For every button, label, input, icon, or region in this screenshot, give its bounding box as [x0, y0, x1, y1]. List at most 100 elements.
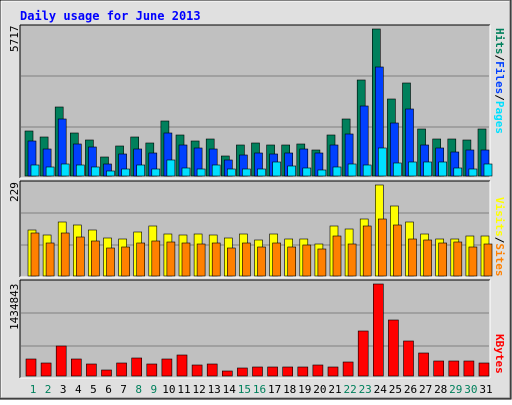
bar-sites-day-30 — [468, 246, 478, 277]
bar-pages-day-9 — [151, 168, 161, 177]
bar-pages-day-12 — [196, 168, 206, 177]
bar-kbytes-day-30 — [463, 360, 475, 377]
bar-kbytes-day-19 — [297, 366, 309, 377]
bar-sites-day-13 — [211, 242, 221, 277]
bar-pages-day-1 — [30, 164, 40, 177]
day-label-19: 19 — [298, 383, 311, 396]
bar-pages-day-25 — [393, 162, 402, 177]
day-label-9: 9 — [150, 383, 157, 396]
day-label-13: 13 — [208, 383, 221, 396]
day-label-31: 31 — [479, 383, 492, 396]
day-label-14: 14 — [223, 383, 237, 396]
bar-kbytes-day-26 — [403, 340, 414, 377]
day-label-15: 15 — [238, 383, 251, 396]
day-label-17: 17 — [268, 383, 281, 396]
bar-pages-day-17 — [272, 161, 281, 177]
bar-kbytes-day-13 — [206, 363, 218, 377]
bar-sites-day-11 — [181, 242, 191, 277]
day-label-12: 12 — [192, 383, 205, 396]
bar-sites-day-15 — [242, 242, 251, 277]
bar-sites-day-14 — [227, 247, 236, 277]
bar-kbytes-day-2 — [40, 362, 52, 377]
bar-kbytes-day-12 — [191, 364, 203, 377]
bar-sites-day-7 — [121, 246, 130, 277]
legend-bottom: KBytes — [493, 334, 506, 374]
day-label-21: 21 — [328, 383, 341, 396]
bar-pages-day-14 — [227, 168, 236, 177]
bar-pages-day-8 — [136, 164, 145, 177]
day-label-27: 27 — [419, 383, 432, 396]
bar-kbytes-day-28 — [433, 360, 445, 377]
bar-pages-day-5 — [91, 166, 100, 177]
legend-top: Hits/Files/Pages — [493, 28, 506, 134]
bar-sites-day-2 — [45, 242, 55, 277]
bar-pages-day-13 — [211, 164, 221, 177]
day-label-26: 26 — [404, 383, 417, 396]
day-label-5: 5 — [90, 383, 97, 396]
bar-sites-day-28 — [438, 242, 448, 277]
day-label-6: 6 — [105, 383, 112, 396]
day-label-24: 24 — [374, 383, 388, 396]
bar-sites-day-20 — [317, 248, 327, 277]
bar-pages-day-29 — [453, 167, 463, 177]
bar-pages-day-22 — [347, 163, 357, 177]
bar-kbytes-day-11 — [176, 354, 188, 377]
bar-pages-day-27 — [423, 161, 432, 177]
ymax-label-middle: 229 — [8, 182, 21, 202]
day-label-11: 11 — [177, 383, 190, 396]
bar-kbytes-day-7 — [116, 362, 127, 377]
bar-sites-day-23 — [362, 225, 372, 277]
bar-sites-day-6 — [106, 247, 115, 277]
bar-pages-day-28 — [438, 161, 448, 177]
bar-sites-day-4 — [76, 236, 85, 277]
bar-pages-day-16 — [257, 168, 266, 177]
bar-sites-day-29 — [453, 241, 463, 277]
bar-sites-day-9 — [151, 240, 161, 277]
bar-pages-day-21 — [332, 166, 342, 177]
bar-kbytes-day-23 — [357, 330, 369, 377]
day-label-8: 8 — [135, 383, 142, 396]
bar-sites-day-22 — [347, 243, 357, 277]
bar-pages-day-24 — [377, 147, 387, 177]
day-label-3: 3 — [60, 383, 67, 396]
bar-kbytes-day-8 — [131, 357, 142, 377]
day-label-28: 28 — [434, 383, 447, 396]
legend-middle: Visits/Sites — [493, 197, 506, 277]
bar-sites-day-17 — [272, 242, 281, 277]
bar-kbytes-day-16 — [252, 366, 263, 377]
bar-sites-day-25 — [393, 224, 402, 277]
bar-pages-day-15 — [242, 168, 251, 177]
day-label-29: 29 — [449, 383, 462, 396]
bar-pages-day-30 — [468, 168, 478, 177]
bar-kbytes-day-25 — [388, 319, 399, 377]
bar-pages-day-6 — [106, 170, 115, 177]
bar-kbytes-day-5 — [86, 363, 97, 377]
day-label-30: 30 — [464, 383, 477, 396]
bar-sites-day-24 — [377, 218, 387, 277]
bar-kbytes-day-21 — [327, 366, 339, 377]
bar-sites-day-19 — [302, 244, 312, 277]
bar-sites-day-16 — [257, 246, 266, 277]
bar-pages-day-31 — [483, 163, 493, 177]
bar-pages-day-19 — [302, 167, 312, 177]
day-label-16: 16 — [253, 383, 266, 396]
bar-sites-day-21 — [332, 235, 342, 277]
bar-kbytes-day-10 — [161, 358, 173, 377]
day-label-4: 4 — [75, 383, 82, 396]
bar-kbytes-day-6 — [101, 369, 112, 377]
bar-sites-day-12 — [196, 243, 206, 277]
ymax-label-top: 5717 — [8, 26, 21, 53]
bar-pages-day-23 — [362, 164, 372, 177]
bar-sites-day-27 — [423, 239, 432, 277]
bar-pages-day-3 — [60, 163, 70, 177]
bar-pages-day-11 — [181, 167, 191, 177]
bar-kbytes-day-29 — [448, 360, 460, 377]
bar-kbytes-day-3 — [55, 345, 67, 377]
day-label-23: 23 — [359, 383, 372, 396]
bar-pages-day-10 — [166, 159, 176, 177]
chart-title: Daily usage for June 2013 — [20, 9, 201, 23]
day-label-1: 1 — [30, 383, 37, 396]
day-label-25: 25 — [389, 383, 402, 396]
